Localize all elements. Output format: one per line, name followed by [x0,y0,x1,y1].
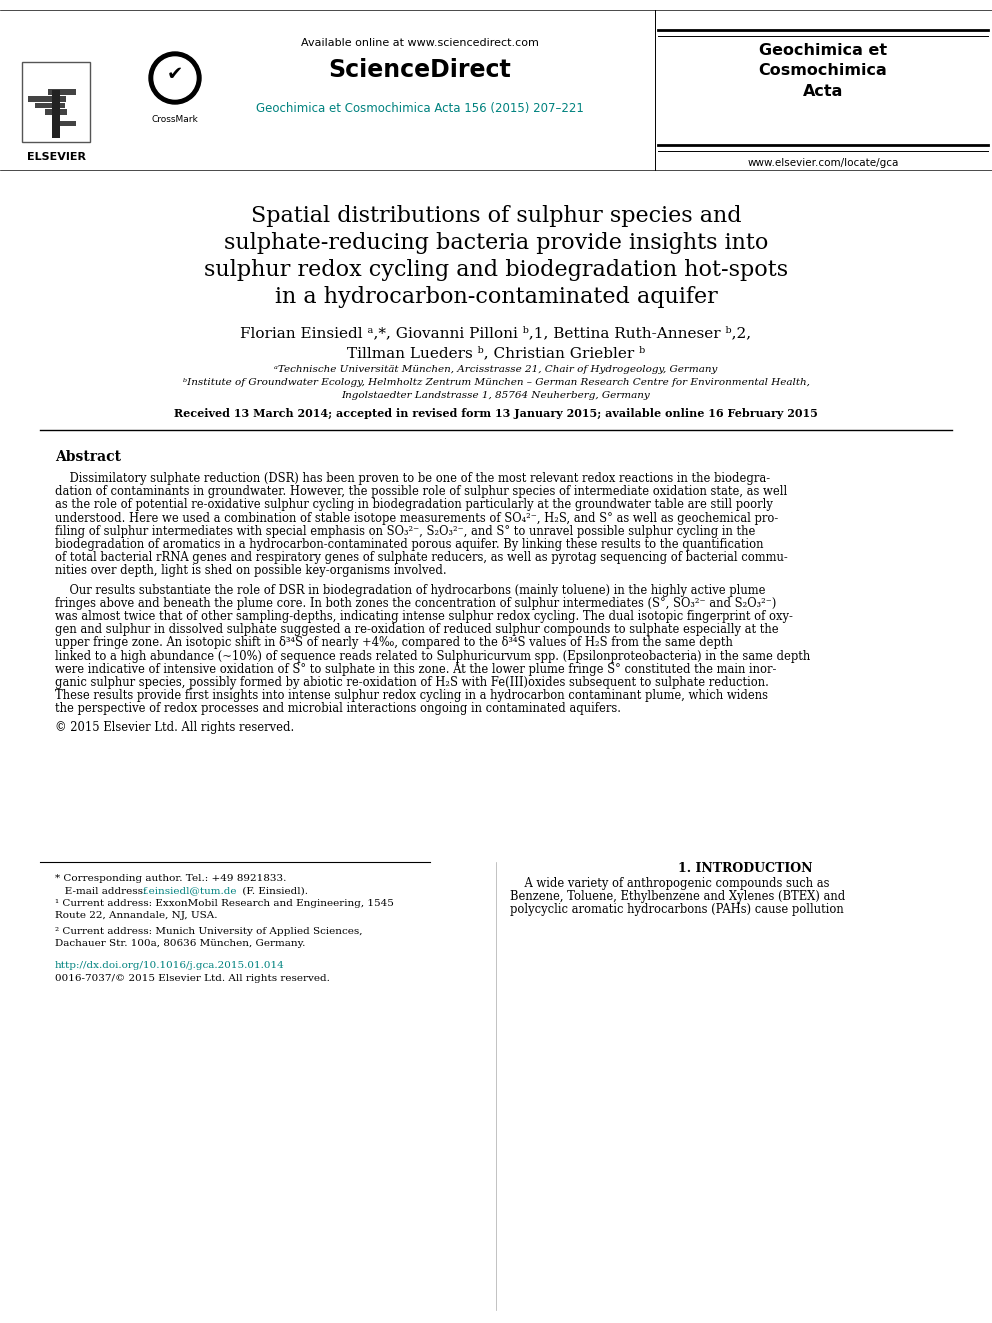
Circle shape [149,52,201,105]
Text: in a hydrocarbon-contaminated aquifer: in a hydrocarbon-contaminated aquifer [275,286,717,308]
Text: were indicative of intensive oxidation of S° to sulphate in this zone. At the lo: were indicative of intensive oxidation o… [55,663,777,676]
Bar [48,89,76,95]
Text: ᵃTechnische Universität München, Arcisstrasse 21, Chair of Hydrogeology, Germany: ᵃTechnische Universität München, Arcisst… [275,365,717,374]
Text: linked to a high abundance (~10%) of sequence reads related to Sulphuricurvum sp: linked to a high abundance (~10%) of seq… [55,650,810,663]
Text: Benzene, Toluene, Ethylbenzene and Xylenes (BTEX) and: Benzene, Toluene, Ethylbenzene and Xylen… [510,890,845,904]
Text: Available online at www.sciencedirect.com: Available online at www.sciencedirect.co… [301,38,539,48]
Bar [22,62,90,142]
Text: ¹ Current address: ExxonMobil Research and Engineering, 1545: ¹ Current address: ExxonMobil Research a… [55,900,394,908]
Text: ELSEVIER: ELSEVIER [27,152,85,161]
Text: the perspective of redox processes and microbial interactions ongoing in contami: the perspective of redox processes and m… [55,703,621,716]
Text: E-mail address:: E-mail address: [55,886,150,896]
Text: 1. INTRODUCTION: 1. INTRODUCTION [678,863,812,875]
Text: ᵇInstitute of Groundwater Ecology, Helmholtz Zentrum München – German Research C: ᵇInstitute of Groundwater Ecology, Helmh… [183,378,809,388]
Text: Dissimilatory sulphate reduction (DSR) has been proven to be one of the most rel: Dissimilatory sulphate reduction (DSR) h… [55,472,770,486]
Text: filing of sulphur intermediates with special emphasis on SO₃²⁻, S₂O₃²⁻, and S° t: filing of sulphur intermediates with spe… [55,525,755,538]
Bar [28,97,66,102]
Text: ² Current address: Munich University of Applied Sciences,: ² Current address: Munich University of … [55,927,362,935]
Text: of total bacterial rRNA genes and respiratory genes of sulphate reducers, as wel: of total bacterial rRNA genes and respir… [55,552,788,564]
Text: polycyclic aromatic hydrocarbons (PAHs) cause pollution: polycyclic aromatic hydrocarbons (PAHs) … [510,904,844,917]
Text: * Corresponding author. Tel.: +49 8921833.: * Corresponding author. Tel.: +49 892183… [55,875,287,882]
Bar [35,103,65,108]
Text: understood. Here we used a combination of stable isotope measurements of SO₄²⁻, : understood. Here we used a combination o… [55,512,779,525]
Text: Abstract: Abstract [55,450,121,464]
Text: upper fringe zone. An isotopic shift in δ³⁴S of nearly +4‰, compared to the δ³⁴S: upper fringe zone. An isotopic shift in … [55,636,733,650]
Text: http://dx.doi.org/10.1016/j.gca.2015.01.014: http://dx.doi.org/10.1016/j.gca.2015.01.… [55,962,285,971]
Text: Tillman Lueders ᵇ, Christian Griebler ᵇ: Tillman Lueders ᵇ, Christian Griebler ᵇ [347,347,645,360]
Text: (F. Einsiedl).: (F. Einsiedl). [239,886,308,896]
Text: ganic sulphur species, possibly formed by abiotic re-oxidation of H₂S with Fe(II: ganic sulphur species, possibly formed b… [55,676,769,689]
Text: A wide variety of anthropogenic compounds such as: A wide variety of anthropogenic compound… [510,877,829,890]
Text: Florian Einsiedl ᵃ,*, Giovanni Pilloni ᵇ,1, Bettina Ruth-Anneser ᵇ,2,: Florian Einsiedl ᵃ,*, Giovanni Pilloni ᵇ… [240,325,752,340]
Text: biodegradation of aromatics in a hydrocarbon-contaminated porous aquifer. By lin: biodegradation of aromatics in a hydroca… [55,538,764,550]
Text: 0016-7037/© 2015 Elsevier Ltd. All rights reserved.: 0016-7037/© 2015 Elsevier Ltd. All right… [55,974,330,983]
Text: fringes above and beneath the plume core. In both zones the concentration of sul: fringes above and beneath the plume core… [55,597,777,610]
Bar [52,90,60,138]
Text: Dachauer Str. 100a, 80636 München, Germany.: Dachauer Str. 100a, 80636 München, Germa… [55,939,306,949]
Bar [45,108,67,115]
Circle shape [154,57,196,99]
Text: Our results substantiate the role of DSR in biodegradation of hydrocarbons (main: Our results substantiate the role of DSR… [55,583,766,597]
Text: dation of contaminants in groundwater. However, the possible role of sulphur spe: dation of contaminants in groundwater. H… [55,486,788,499]
Text: f.einsiedl@tum.de: f.einsiedl@tum.de [143,886,237,896]
Text: gen and sulphur in dissolved sulphate suggested a re-oxidation of reduced sulphu: gen and sulphur in dissolved sulphate su… [55,623,779,636]
Text: Route 22, Annandale, NJ, USA.: Route 22, Annandale, NJ, USA. [55,912,217,921]
Text: Geochimica et Cosmochimica Acta 156 (2015) 207–221: Geochimica et Cosmochimica Acta 156 (201… [256,102,584,115]
Text: These results provide first insights into intense sulphur redox cycling in a hyd: These results provide first insights int… [55,689,768,703]
Text: nities over depth, light is shed on possible key-organisms involved.: nities over depth, light is shed on poss… [55,565,446,577]
Text: ScienceDirect: ScienceDirect [328,58,511,82]
Text: as the role of potential re-oxidative sulphur cycling in biodegradation particul: as the role of potential re-oxidative su… [55,499,773,512]
Bar [58,120,76,126]
Text: sulphur redox cycling and biodegradation hot-spots: sulphur redox cycling and biodegradation… [204,259,788,280]
Text: Received 13 March 2014; accepted in revised form 13 January 2015; available onli: Received 13 March 2014; accepted in revi… [174,407,818,419]
Text: CrossMark: CrossMark [152,115,198,124]
Text: ✔: ✔ [167,66,184,85]
Text: Ingolstaedter Landstrasse 1, 85764 Neuherberg, Germany: Ingolstaedter Landstrasse 1, 85764 Neuhe… [341,392,651,400]
Text: Spatial distributions of sulphur species and: Spatial distributions of sulphur species… [251,205,741,228]
Text: sulphate-reducing bacteria provide insights into: sulphate-reducing bacteria provide insig… [224,232,768,254]
Text: www.elsevier.com/locate/gca: www.elsevier.com/locate/gca [747,157,899,168]
Text: was almost twice that of other sampling-depths, indicating intense sulphur redox: was almost twice that of other sampling-… [55,610,793,623]
Text: © 2015 Elsevier Ltd. All rights reserved.: © 2015 Elsevier Ltd. All rights reserved… [55,721,295,733]
Text: Geochimica et
Cosmochimica
Acta: Geochimica et Cosmochimica Acta [759,44,888,99]
